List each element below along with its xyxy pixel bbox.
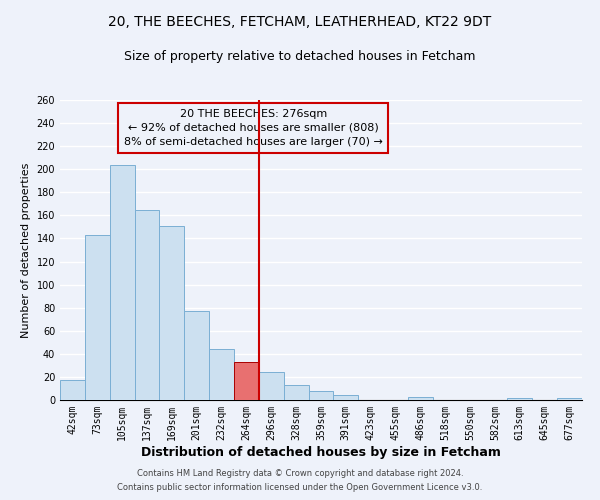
Text: 20 THE BEECHES: 276sqm
← 92% of detached houses are smaller (808)
8% of semi-det: 20 THE BEECHES: 276sqm ← 92% of detached… (124, 109, 383, 147)
Bar (110, 164, 134, 400)
Text: Contains public sector information licensed under the Open Government Licence v3: Contains public sector information licen… (118, 484, 482, 492)
Bar (259, 372, 284, 400)
Text: 20, THE BEECHES, FETCHAM, LEATHERHEAD, KT22 9DT: 20, THE BEECHES, FETCHAM, LEATHERHEAD, K… (109, 15, 491, 29)
Bar (408, 396, 433, 400)
Bar (284, 385, 308, 400)
Bar (508, 398, 532, 400)
Bar (85, 235, 110, 400)
Bar (134, 210, 160, 400)
Bar (60, 380, 85, 400)
Bar (184, 311, 209, 400)
Y-axis label: Number of detached properties: Number of detached properties (21, 162, 31, 338)
Text: Size of property relative to detached houses in Fetcham: Size of property relative to detached ho… (124, 50, 476, 63)
Text: Contains HM Land Registry data © Crown copyright and database right 2024.: Contains HM Land Registry data © Crown c… (137, 468, 463, 477)
Bar (209, 349, 234, 400)
X-axis label: Distribution of detached houses by size in Fetcham: Distribution of detached houses by size … (141, 446, 501, 458)
Bar (308, 391, 334, 400)
Bar (160, 226, 184, 400)
Bar (334, 396, 358, 400)
Bar (234, 362, 259, 400)
Bar (557, 398, 582, 400)
